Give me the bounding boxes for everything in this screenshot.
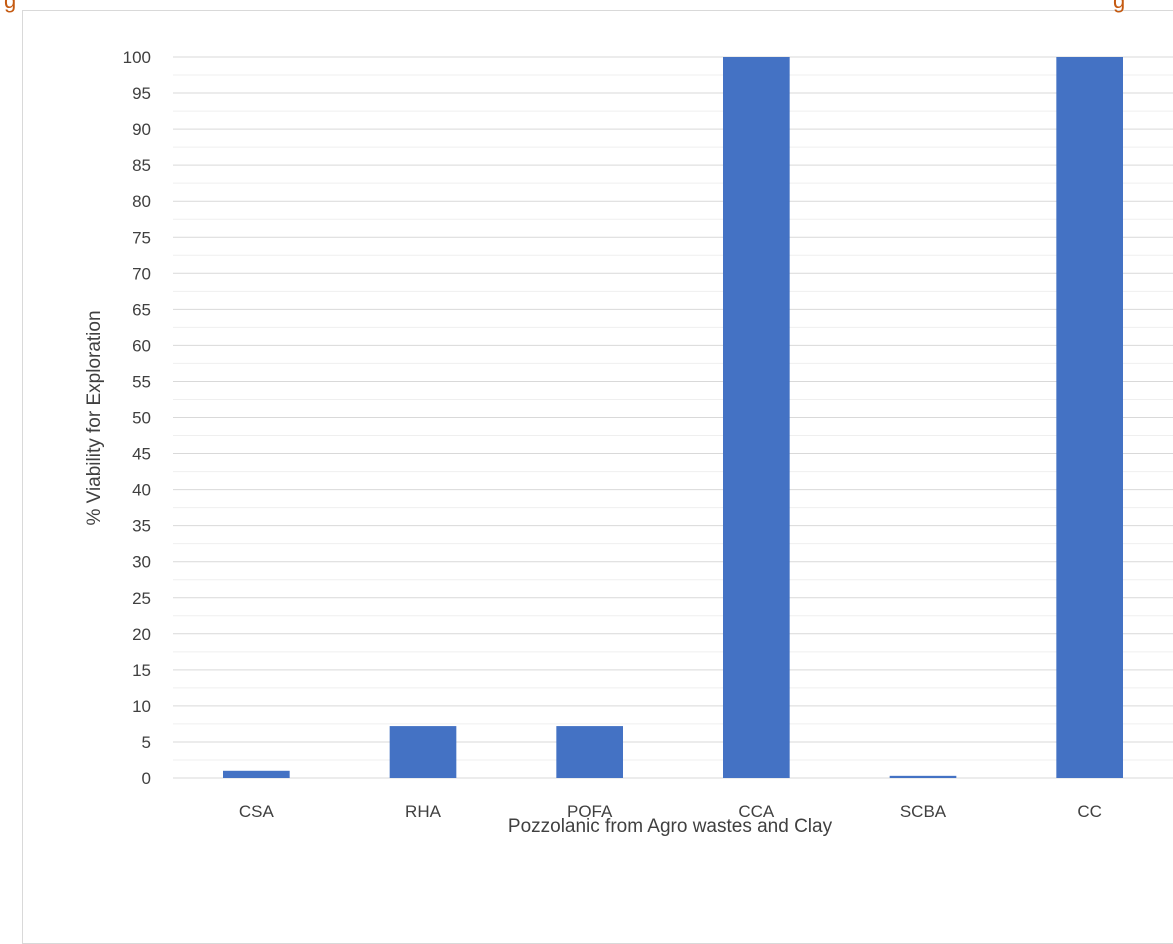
y-tick-labels: 0 5 10 15 20 25 30 35 40 45 50 55 60 65 70 75 80 85 90 95 10… <box>123 48 151 788</box>
bar-cca <box>723 57 790 778</box>
y-tick-label: 75 <box>132 228 151 247</box>
x-tick-label-pofa: POFA <box>567 802 613 821</box>
x-tick-label-cc: CC <box>1077 802 1102 821</box>
bar-scba <box>889 775 957 778</box>
y-tick-label: 0 <box>142 769 151 788</box>
y-tick-label: 35 <box>132 517 151 536</box>
x-tick-label-cca: CCA <box>738 802 775 821</box>
y-tick-label: 90 <box>132 120 151 139</box>
bar-cc <box>1056 57 1123 778</box>
y-tick-label: 80 <box>132 192 151 211</box>
y-tick-label: 70 <box>132 264 151 283</box>
chart-title-fragment-left: g <box>4 0 17 13</box>
y-tick-label: 40 <box>132 481 151 500</box>
x-tick-label-scba: SCBA <box>900 802 947 821</box>
y-tick-label: 60 <box>132 336 151 355</box>
x-tick-label-rha: RHA <box>405 802 442 821</box>
y-tick-label: 45 <box>132 445 151 464</box>
chart-title-fragment-right: g <box>1113 0 1126 13</box>
bar-csa <box>223 770 290 778</box>
bars <box>223 57 1123 778</box>
x-tick-label-csa: CSA <box>239 802 275 821</box>
y-tick-label: 15 <box>132 661 151 680</box>
y-tick-label: 55 <box>132 372 151 391</box>
y-tick-label: 5 <box>142 733 151 752</box>
y-tick-label: 65 <box>132 300 151 319</box>
x-tick-labels: CSA RHA POFA CCA SCBA CC <box>239 802 1102 821</box>
y-tick-label: 20 <box>132 625 151 644</box>
bar-pofa <box>556 726 623 778</box>
gridlines <box>173 56 1173 779</box>
y-tick-label: 85 <box>132 156 151 175</box>
y-axis-label: % Viability for Exploration <box>84 310 105 525</box>
bar-rha <box>389 726 457 778</box>
y-tick-label: 100 <box>123 48 151 67</box>
x-axis-label: Pozzolanic from Agro wastes and Clay <box>508 816 833 837</box>
y-tick-label: 30 <box>132 553 151 572</box>
y-tick-label: 50 <box>132 409 151 428</box>
y-tick-label: 95 <box>132 84 151 103</box>
y-tick-label: 25 <box>132 589 151 608</box>
y-tick-label: 10 <box>132 697 151 716</box>
